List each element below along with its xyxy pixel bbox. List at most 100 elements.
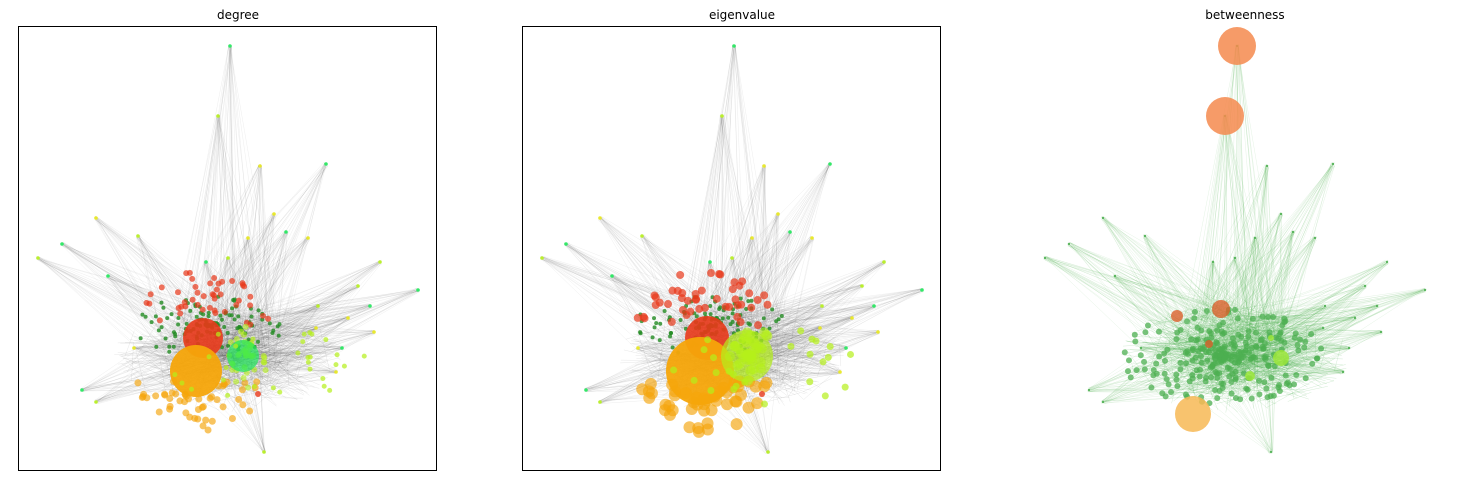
red-node <box>241 283 248 290</box>
orange-node <box>208 417 216 425</box>
green-node <box>188 308 193 313</box>
leaf-node <box>636 346 640 350</box>
red-node <box>221 308 228 315</box>
leaf-node <box>1139 346 1143 350</box>
leaf-node <box>1269 450 1273 454</box>
lime-node <box>327 387 333 393</box>
lime-node <box>670 366 678 374</box>
green-node <box>1214 327 1221 334</box>
orange-node <box>238 386 246 394</box>
leaf-node <box>1331 162 1335 166</box>
leaf-node <box>132 346 136 350</box>
green-node <box>176 322 181 327</box>
leaf-node <box>216 114 220 118</box>
green-node <box>1276 382 1283 389</box>
green-node <box>1173 376 1180 383</box>
leaf-node <box>788 230 792 234</box>
leaf-node <box>262 450 266 454</box>
red-node <box>733 312 742 321</box>
red-node <box>217 291 224 298</box>
red-node <box>211 274 218 281</box>
green-node <box>1238 333 1245 340</box>
leaf-node <box>314 326 318 330</box>
red-node <box>186 269 193 276</box>
green-node <box>1148 384 1155 391</box>
lime-node <box>261 354 268 361</box>
lime-node <box>707 387 715 395</box>
green-node <box>1302 375 1309 382</box>
panel-title-eigenvalue: eigenvalue <box>708 8 776 22</box>
leaf-node <box>598 400 602 404</box>
red-node <box>229 277 236 284</box>
green-node <box>1231 306 1238 313</box>
edges-layer <box>36 44 420 454</box>
green-node <box>1137 352 1144 359</box>
green-node <box>1127 374 1134 381</box>
green-node <box>708 312 713 317</box>
green-node <box>670 345 675 350</box>
green-node <box>1264 362 1271 369</box>
green-node <box>1177 327 1184 334</box>
red-node <box>265 315 272 322</box>
green-node <box>1262 356 1269 363</box>
orange-node <box>219 403 227 411</box>
green-node <box>1182 360 1189 367</box>
leaf-node <box>720 114 724 118</box>
leaf-node <box>750 236 754 240</box>
green-node <box>1228 357 1235 364</box>
red-node <box>207 280 214 287</box>
green-node <box>169 312 174 317</box>
orange-node <box>685 403 698 416</box>
leaf-node <box>762 164 766 168</box>
orange-node <box>161 391 169 399</box>
green-node <box>1194 336 1201 343</box>
green-node <box>149 320 154 325</box>
leaf-node <box>324 162 328 166</box>
green-node <box>249 314 254 319</box>
green-node <box>256 308 261 313</box>
lime-node <box>301 331 307 337</box>
lime-node <box>826 342 834 350</box>
lime-node <box>295 350 301 356</box>
green-node <box>1234 315 1241 322</box>
leaf-node <box>1101 216 1105 220</box>
red-node <box>639 312 648 321</box>
green-node <box>1188 336 1195 343</box>
green-node <box>747 322 752 327</box>
leaf-node <box>1211 260 1215 264</box>
orange-node <box>241 379 249 387</box>
green-node <box>163 336 168 341</box>
lime-node <box>738 336 746 344</box>
green-node <box>1302 338 1309 345</box>
lime-node <box>307 330 313 336</box>
green-node <box>1125 357 1132 364</box>
green-node <box>1268 374 1275 381</box>
green-node <box>1197 353 1204 360</box>
green-node <box>1141 358 1148 365</box>
green-node <box>767 326 772 331</box>
panel-degree: degree <box>18 0 458 479</box>
green-node <box>1281 339 1288 346</box>
green-node <box>1271 363 1278 370</box>
green-node <box>194 314 199 319</box>
lime-node <box>797 327 805 335</box>
orange-hub-node <box>666 337 734 405</box>
green-node <box>255 339 260 344</box>
leaf-node <box>872 304 876 308</box>
leaf-node <box>36 256 40 260</box>
green-node <box>1235 349 1242 356</box>
red-node <box>735 281 744 290</box>
lime-node <box>741 378 749 386</box>
leaf-node <box>416 288 420 292</box>
leaf-node <box>1313 236 1317 240</box>
green-node <box>738 296 743 301</box>
orange-node <box>730 418 743 431</box>
green-node <box>638 330 643 335</box>
green-node <box>1182 391 1189 398</box>
lime-node <box>806 350 814 358</box>
network-graph-betweenness <box>1043 27 1427 454</box>
green-node <box>1256 377 1263 384</box>
red-node <box>655 298 664 307</box>
lime-node <box>250 336 256 342</box>
leaf-node <box>226 256 230 260</box>
